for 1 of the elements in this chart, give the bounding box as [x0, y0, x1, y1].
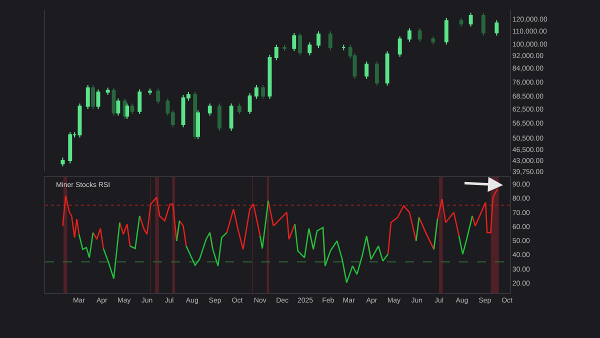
candlestick [282, 44, 286, 52]
